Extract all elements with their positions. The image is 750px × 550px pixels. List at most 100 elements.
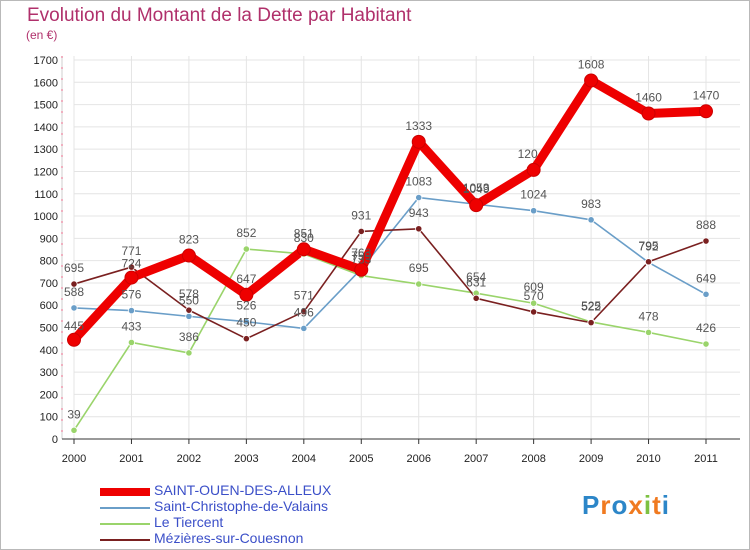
data-label-2: 852	[236, 226, 256, 240]
x-tick-label: 2009	[579, 453, 603, 465]
logo-letter: t	[652, 490, 662, 520]
data-label-0: 1049	[463, 182, 490, 196]
data-label-1: 1024	[520, 188, 547, 202]
data-point-3	[644, 258, 653, 266]
x-tick-label: 2005	[349, 453, 373, 465]
data-label-1: 983	[581, 197, 601, 211]
x-tick-label: 2001	[119, 453, 143, 465]
logo-letter: P	[582, 490, 601, 520]
y-tick-label: 400	[40, 345, 58, 357]
data-label-0: 120	[518, 147, 538, 161]
data-label-2: 39	[67, 407, 81, 421]
data-point-2	[415, 280, 423, 288]
y-tick-label: 1400	[34, 122, 58, 134]
data-point-2	[530, 299, 538, 307]
data-label-2: 386	[179, 330, 199, 344]
y-tick-label: 700	[40, 278, 58, 290]
data-point-2	[127, 338, 136, 347]
legend-label-mezieres: Mézières-sur-Couesnon	[154, 530, 304, 546]
data-label-1: 496	[294, 305, 314, 319]
y-tick-label: 0	[52, 434, 58, 446]
data-point-3	[472, 294, 480, 302]
data-label-1: 1053	[463, 181, 490, 195]
legend-swatch-saint-ouen	[100, 488, 150, 496]
x-tick-label: 2011	[694, 453, 718, 465]
data-point-1	[530, 207, 538, 215]
data-label-3: 888	[696, 218, 716, 232]
data-point-0	[469, 198, 484, 213]
chart-legend: SAINT-OUEN-DES-ALLEUX Saint-Christophe-d…	[100, 482, 460, 548]
data-point-3	[587, 319, 595, 327]
data-label-0: 1608	[578, 58, 605, 72]
data-point-2	[702, 340, 710, 348]
plot-area	[74, 56, 706, 439]
x-tick-label: 2008	[521, 453, 545, 465]
y-tick-label: 800	[40, 256, 58, 268]
data-label-3: 631	[466, 275, 486, 289]
data-label-2: 733	[351, 253, 371, 267]
data-label-2: 478	[639, 309, 659, 323]
data-point-2	[70, 426, 78, 434]
data-label-1: 649	[696, 271, 716, 285]
y-tick-label: 1000	[34, 211, 58, 223]
data-label-3: 931	[351, 208, 371, 222]
legend-label-saint-ouen: SAINT-OUEN-DES-ALLEUX	[154, 482, 332, 498]
data-label-3: 571	[294, 289, 314, 303]
data-label-0: 851	[294, 226, 314, 240]
data-point-1	[70, 304, 78, 312]
data-label-3: 570	[524, 289, 544, 303]
legend-item-le-tiercent: Le Tiercent	[100, 514, 460, 532]
chart-title: Evolution du Montant de la Dette par Hab…	[27, 5, 412, 26]
data-point-0	[584, 73, 599, 88]
series-line-3	[73, 227, 707, 340]
y-tick-label: 1500	[34, 100, 58, 112]
legend-swatch-saint-christophe	[100, 507, 150, 509]
y-tick-label: 1200	[34, 166, 58, 178]
data-point-2	[242, 245, 250, 253]
data-point-3	[300, 308, 308, 316]
data-label-2: 525	[581, 299, 601, 313]
logo-letter: o	[611, 490, 629, 520]
data-point-0	[699, 104, 713, 119]
y-tick-label: 1600	[34, 77, 58, 89]
data-label-3: 522	[581, 300, 601, 314]
data-label-3: 943	[409, 206, 429, 220]
legend-item-saint-christophe: Saint-Christophe-de-Valains	[100, 498, 460, 516]
data-point-1	[185, 312, 193, 320]
series-line-0	[69, 76, 711, 345]
data-point-0	[181, 248, 196, 263]
data-point-0	[526, 162, 541, 177]
y-tick-label: 1100	[34, 189, 58, 201]
data-label-0: 647	[236, 272, 256, 286]
data-label-1: 588	[64, 285, 84, 299]
legend-swatch-mezieres	[100, 539, 150, 541]
x-tick-label: 2010	[636, 453, 660, 465]
data-point-0	[296, 242, 311, 257]
data-label-3: 450	[236, 316, 256, 330]
data-point-0	[239, 287, 254, 302]
data-point-3	[415, 225, 423, 233]
y-tick-label: 300	[40, 367, 58, 379]
logo-letter: i	[643, 490, 653, 520]
proxiti-logo: Proxiti	[582, 490, 670, 521]
data-label-1: 1083	[405, 175, 432, 189]
data-point-0	[641, 106, 656, 121]
y-tick-label: 100	[40, 412, 58, 424]
y-tick-label: 1700	[34, 55, 58, 67]
data-label-1: 576	[121, 288, 141, 302]
data-point-1	[415, 193, 423, 202]
legend-item-saint-ouen: SAINT-OUEN-DES-ALLEUX	[100, 482, 460, 500]
x-tick-label: 2003	[234, 453, 258, 465]
data-point-0	[67, 332, 81, 347]
data-point-3	[242, 335, 250, 343]
logo-letter: x	[628, 490, 644, 520]
x-tick-label: 2007	[464, 453, 488, 465]
data-label-1: 526	[236, 299, 256, 313]
logo-letter: i	[661, 490, 670, 520]
logo-letter: r	[600, 490, 612, 520]
data-label-0: 1333	[405, 119, 432, 133]
y-tick-label: 500	[40, 323, 58, 335]
data-point-2	[644, 328, 653, 337]
data-point-3	[185, 306, 193, 314]
